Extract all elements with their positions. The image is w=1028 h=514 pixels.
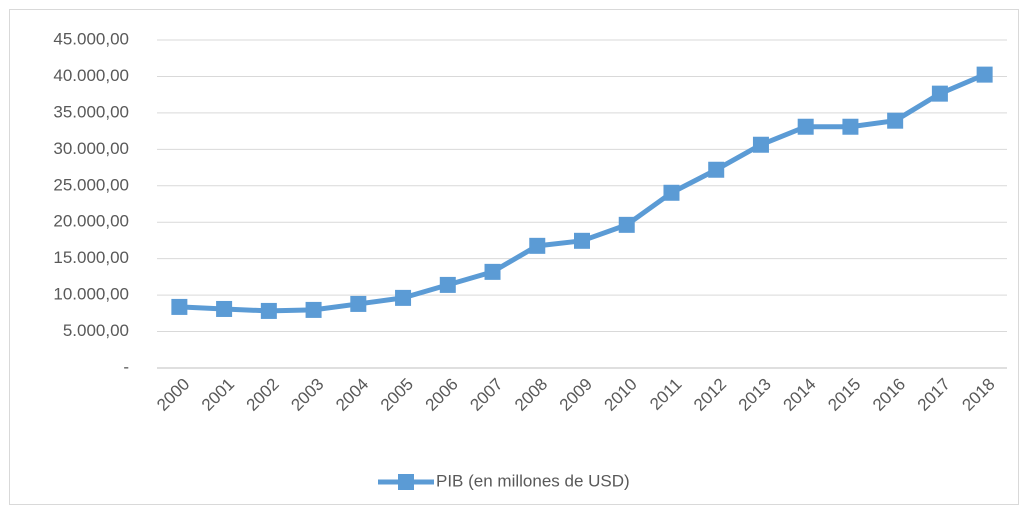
data-marker [216, 300, 233, 317]
legend-label: PIB (en millones de USD) [436, 471, 630, 490]
y-tick-label: 15.000,00 [53, 248, 129, 267]
y-tick-label: 35.000,00 [53, 102, 129, 121]
y-tick-label: 30.000,00 [53, 139, 129, 158]
data-marker [305, 301, 322, 318]
data-marker [708, 161, 725, 178]
data-marker [484, 263, 501, 280]
data-marker [663, 184, 680, 201]
y-tick-label: 5.000,00 [63, 321, 129, 340]
legend-marker [398, 474, 414, 490]
data-marker [797, 118, 814, 135]
data-marker [752, 136, 769, 153]
data-marker [976, 66, 993, 83]
y-tick-label: 10.000,00 [53, 285, 129, 304]
y-tick-label: 25.000,00 [53, 175, 129, 194]
data-marker [931, 85, 948, 102]
data-marker [842, 118, 859, 135]
data-marker [618, 216, 635, 233]
data-marker [260, 302, 277, 319]
data-marker [171, 298, 188, 315]
y-tick-label: 40.000,00 [53, 66, 129, 85]
data-marker [887, 112, 904, 129]
y-tick-label: - [123, 357, 129, 376]
y-tick-label: 45.000,00 [53, 29, 129, 48]
data-marker [439, 276, 456, 293]
y-tick-label: 20.000,00 [53, 212, 129, 231]
data-marker [350, 295, 367, 312]
data-marker [574, 232, 590, 249]
data-marker [529, 237, 546, 254]
data-marker [395, 289, 412, 306]
